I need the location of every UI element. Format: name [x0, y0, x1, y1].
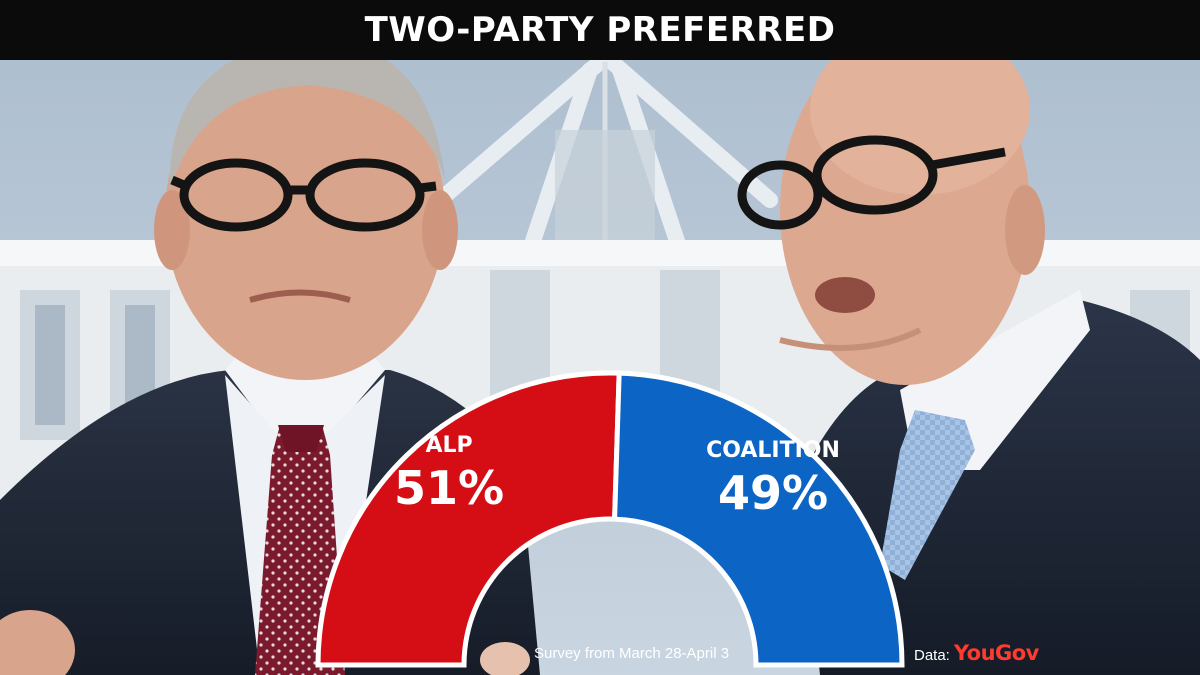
survey-note: Survey from March 28-April 3 [534, 645, 730, 662]
left-person-hand [0, 610, 75, 675]
left-person-glasses [170, 158, 437, 232]
yougov-logo: YouGov [953, 641, 1040, 665]
left-person-head [165, 60, 445, 380]
chart-title: TWO-PARTY PREFERRED [364, 10, 836, 50]
slice-alp [315, 370, 622, 668]
right-person-glasses [737, 135, 1006, 230]
label-coalition-value: 49% [718, 466, 828, 520]
label-coalition-name: COALITION [706, 438, 840, 463]
title-banner: TWO-PARTY PREFERRED [0, 0, 1200, 60]
left-person-hair [169, 60, 445, 190]
label-alp-value: 51% [394, 461, 504, 515]
label-alp-name: ALP [425, 433, 472, 458]
slice-coalition [612, 370, 905, 668]
right-person-tie [880, 410, 975, 580]
background-scene [0, 60, 1200, 675]
data-source: Data: YouGov [914, 641, 1039, 665]
source-label: Data: [914, 647, 950, 664]
right-person-suit [800, 300, 1200, 675]
